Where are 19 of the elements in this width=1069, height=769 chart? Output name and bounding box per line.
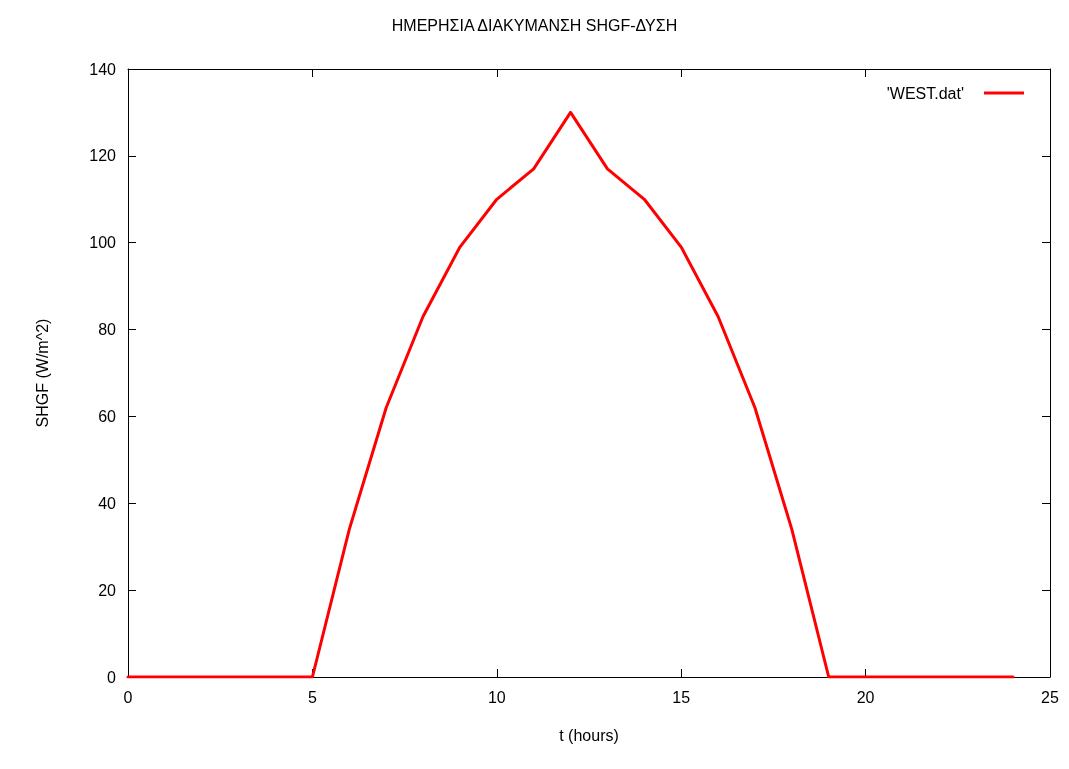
y-tick-label: 140: [89, 60, 117, 78]
line-series: [126, 110, 1015, 679]
x-tick-label: 10: [487, 688, 506, 706]
y-tick-label: 60: [98, 407, 117, 425]
x-tick-label: 15: [672, 688, 691, 706]
y-tick-label: 100: [89, 234, 117, 252]
x-tick-label: 20: [856, 688, 875, 706]
y-tick-label: 20: [98, 581, 117, 599]
x-axis-title: t (hours): [559, 726, 619, 744]
chart-title: ΗΜΕΡΗΣΙΑ ΔΙΑΚΥΜΑΝΣΗ SHGF-ΔΥΣΗ: [391, 16, 678, 34]
y-tick-label: 80: [98, 321, 117, 339]
x-tick-label: 25: [1041, 688, 1059, 706]
y-tick-label: 0: [107, 668, 117, 686]
y-tick-label: 120: [89, 147, 117, 165]
y-axis-title: SHGF (W/m^2): [33, 318, 51, 428]
legend-label: 'WEST.dat': [886, 84, 964, 102]
x-tick-label: 5: [307, 688, 317, 706]
y-tick-label: 40: [98, 494, 117, 512]
x-tick-label: 0: [123, 688, 133, 706]
